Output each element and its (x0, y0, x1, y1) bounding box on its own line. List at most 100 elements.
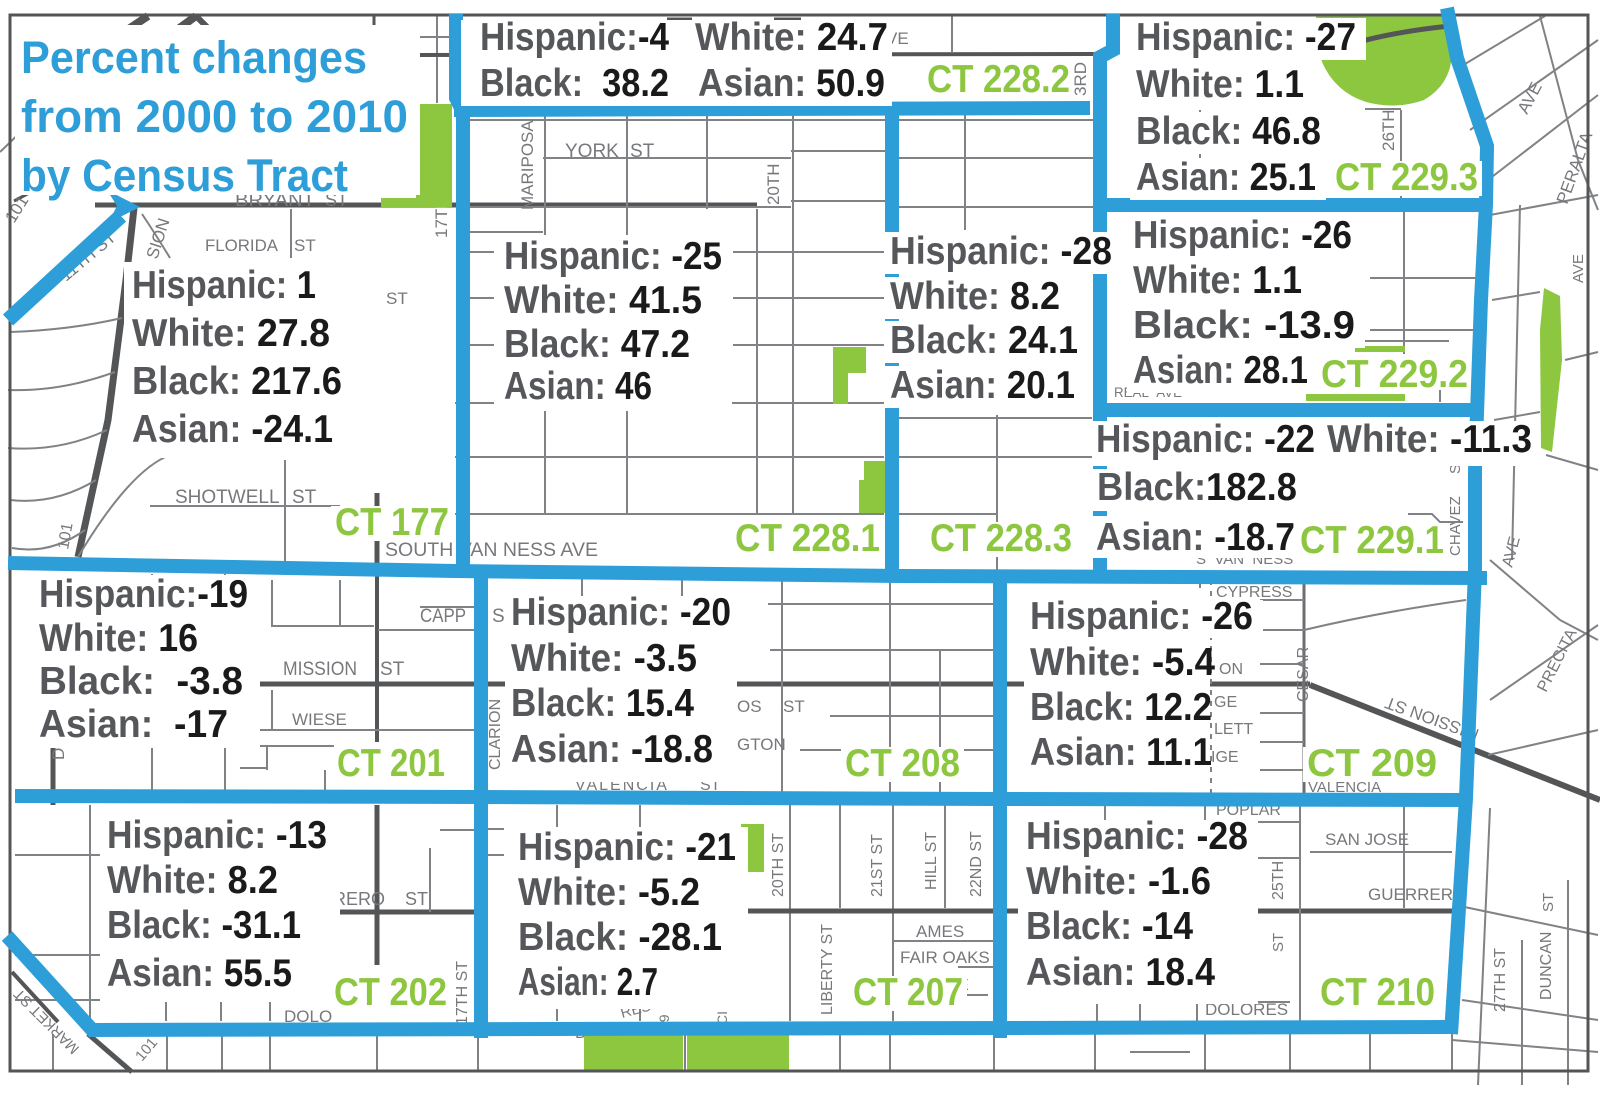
svg-text:White: 8.2: White: 8.2 (890, 275, 1060, 318)
svg-text:White: -3.5: White: -3.5 (511, 637, 697, 680)
svg-text:Hispanic: -13: Hispanic: -13 (107, 814, 327, 857)
svg-text:20TH ST: 20TH ST (770, 833, 787, 897)
svg-text:White: 24.7: White: 24.7 (695, 16, 888, 59)
svg-text:20TH: 20TH (764, 163, 783, 205)
svg-text:CAPP: CAPP (420, 606, 466, 627)
svg-text:Black: 217.6: Black: 217.6 (132, 360, 342, 403)
svg-text:Hispanic: -21: Hispanic: -21 (518, 826, 736, 869)
svg-text:Asian: -18.8: Asian: -18.8 (511, 728, 713, 771)
svg-text:25TH: 25TH (1270, 861, 1287, 900)
svg-text:White: 1.1: White: 1.1 (1133, 259, 1302, 302)
svg-text:Black: 15.4: Black: 15.4 (511, 682, 694, 725)
svg-text:ST: ST (386, 289, 408, 308)
svg-text:White: -5.2: White: -5.2 (518, 871, 700, 914)
svg-text:ST: ST (1270, 933, 1287, 952)
svg-text:White: -11.3: White: -11.3 (1327, 418, 1532, 461)
svg-text:CT 207: CT 207 (853, 971, 963, 1014)
svg-text:Hispanic: -28: Hispanic: -28 (1026, 815, 1248, 858)
svg-text:Hispanic: 1: Hispanic: 1 (132, 264, 316, 307)
svg-text:by Census Tract: by Census Tract (21, 150, 348, 201)
svg-text:101: 101 (55, 521, 76, 550)
svg-text:Black: -28.1: Black: -28.1 (518, 916, 722, 959)
svg-text:YORK: YORK (565, 141, 619, 162)
svg-text:Hispanic:-4: Hispanic:-4 (480, 16, 669, 59)
svg-text:CT 202: CT 202 (334, 971, 447, 1014)
svg-text:22ND ST: 22ND ST (968, 831, 985, 897)
svg-text:Asian: 11.1: Asian: 11.1 (1030, 731, 1212, 774)
svg-text:Asian: 20.1: Asian: 20.1 (890, 364, 1075, 407)
svg-text:ON: ON (1219, 661, 1243, 678)
svg-text:CI: CI (714, 1011, 730, 1025)
svg-text:3RD: 3RD (1071, 62, 1090, 96)
svg-text:Hispanic:-19: Hispanic:-19 (39, 573, 248, 616)
svg-text:ST: ST (630, 141, 655, 162)
svg-text:CLARION: CLARION (487, 699, 504, 770)
svg-text:White: 41.5: White: 41.5 (504, 279, 702, 322)
svg-text:CT 201: CT 201 (337, 742, 445, 785)
svg-text:White: 27.8: White: 27.8 (132, 312, 330, 355)
svg-text:ST: ST (1540, 893, 1557, 912)
svg-text:CT 229.3: CT 229.3 (1335, 156, 1478, 199)
svg-text:Black:182.8: Black:182.8 (1097, 466, 1297, 509)
svg-text:CT 177: CT 177 (335, 501, 449, 544)
svg-text:CT 210: CT 210 (1320, 971, 1435, 1014)
svg-text:SAN JOSE: SAN JOSE (1325, 830, 1409, 849)
svg-text:CESAR: CESAR (1295, 647, 1312, 702)
svg-text:Asian: 25.1: Asian: 25.1 (1136, 156, 1316, 199)
svg-text:Black: -31.1: Black: -31.1 (107, 904, 301, 947)
svg-text:Asian: 2.7: Asian: 2.7 (518, 961, 658, 1004)
svg-text:FLORIDA: FLORIDA (205, 236, 279, 255)
svg-text:SOUTH VAN NESS AVE: SOUTH VAN NESS AVE (385, 540, 598, 561)
svg-text:VALENCIA: VALENCIA (1308, 779, 1381, 796)
svg-text:LIBERTY ST: LIBERTY ST (819, 924, 836, 1015)
svg-text:CT 208: CT 208 (845, 742, 960, 785)
svg-text:CHAVEZ: CHAVEZ (1447, 496, 1464, 556)
svg-text:CT 228.3: CT 228.3 (930, 517, 1072, 560)
svg-text:AMES: AMES (916, 922, 964, 941)
svg-text:ST: ST (405, 889, 428, 909)
svg-text:Asian: 55.5: Asian: 55.5 (107, 952, 292, 995)
svg-text:CT 229.2: CT 229.2 (1321, 353, 1468, 396)
svg-text:White: 1.1: White: 1.1 (1136, 63, 1304, 106)
svg-text:HILL ST: HILL ST (923, 832, 940, 890)
svg-text:ST: ST (783, 697, 805, 716)
svg-text:Asian: -17: Asian: -17 (39, 703, 228, 746)
svg-text:Hispanic: -25: Hispanic: -25 (504, 235, 722, 278)
svg-text:Percent changes: Percent changes (21, 32, 367, 83)
svg-text:Hispanic: -22: Hispanic: -22 (1096, 418, 1315, 461)
svg-text:Hispanic: -28: Hispanic: -28 (890, 230, 1112, 273)
svg-text:Asian: 46: Asian: 46 (504, 365, 652, 408)
svg-text:Asian: -18.7: Asian: -18.7 (1096, 516, 1295, 559)
svg-text:White: -5.4: White: -5.4 (1030, 641, 1215, 684)
svg-text:CT 229.1: CT 229.1 (1300, 519, 1444, 562)
svg-text:MISSION: MISSION (283, 659, 357, 680)
svg-text:LETT: LETT (1214, 721, 1253, 738)
svg-text:Hispanic: -20: Hispanic: -20 (511, 591, 731, 634)
svg-text:Asian: 50.9: Asian: 50.9 (698, 62, 885, 105)
svg-text:Black: 12.2: Black: 12.2 (1030, 686, 1212, 729)
svg-text:17TH ST: 17TH ST (454, 961, 471, 1025)
svg-text:White: -1.6: White: -1.6 (1026, 860, 1211, 903)
svg-text:27TH ST: 27TH ST (1492, 948, 1509, 1012)
svg-text:RERO: RERO (333, 889, 385, 909)
svg-text:Asian: -24.1: Asian: -24.1 (132, 408, 333, 451)
svg-text:CT 228.2: CT 228.2 (927, 58, 1070, 101)
svg-text:Black: -3.8: Black: -3.8 (39, 660, 243, 703)
svg-text:MARIPOSA: MARIPOSA (518, 120, 537, 210)
svg-text:Hispanic: -27: Hispanic: -27 (1136, 16, 1356, 59)
svg-text:CT 228.1: CT 228.1 (735, 517, 880, 560)
svg-text:GTON: GTON (737, 735, 786, 754)
svg-text:DOLO: DOLO (284, 1007, 332, 1026)
svg-text:Black: 46.8: Black: 46.8 (1136, 110, 1321, 153)
svg-text:21ST ST: 21ST ST (869, 834, 886, 897)
svg-text:SHOTWELL: SHOTWELL (175, 487, 280, 508)
svg-text:CT 209: CT 209 (1307, 742, 1437, 785)
svg-text:Hispanic: -26: Hispanic: -26 (1133, 214, 1352, 257)
svg-text:26TH: 26TH (1379, 109, 1398, 151)
svg-text:DUNCAN: DUNCAN (1538, 932, 1555, 1000)
svg-text:Black: 24.1: Black: 24.1 (890, 319, 1078, 362)
svg-text:White: 16: White: 16 (39, 617, 198, 660)
svg-text:Black: 38.2: Black: 38.2 (480, 62, 669, 105)
svg-text:IGE: IGE (1211, 749, 1239, 766)
svg-text:GE: GE (1214, 694, 1237, 711)
